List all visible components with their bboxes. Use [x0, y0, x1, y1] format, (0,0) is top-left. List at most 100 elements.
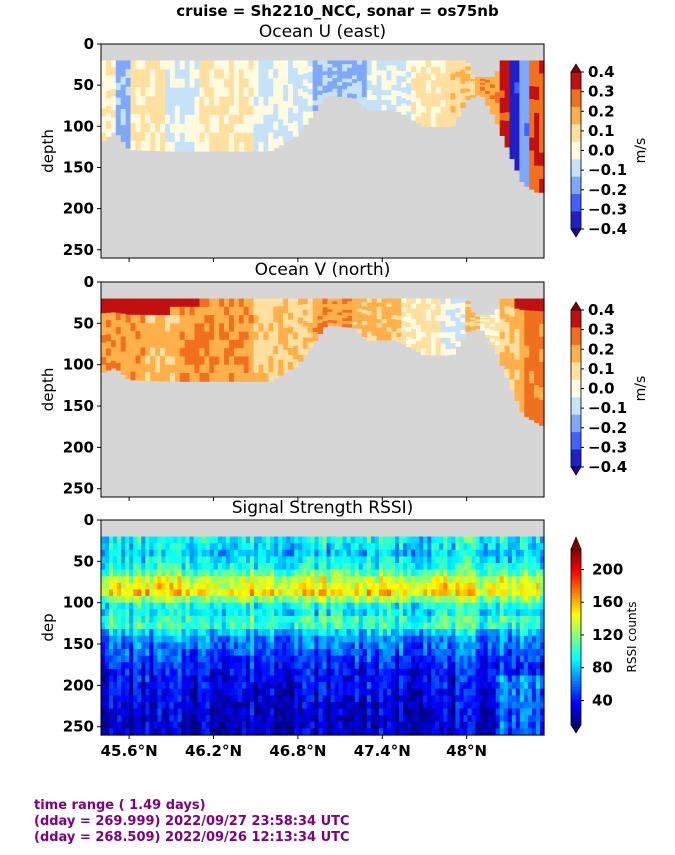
rssi-cell: [374, 596, 380, 604]
rssi-cell: [213, 655, 219, 663]
velocity-cell: [283, 342, 289, 351]
rssi-cell: [290, 635, 295, 643]
rssi-cell: [451, 708, 456, 716]
velocity-cell: [347, 298, 353, 302]
velocity-cell: [115, 341, 122, 350]
rssi-cell: [330, 569, 336, 577]
rssi-cell: [479, 563, 485, 571]
rssi-cell: [270, 543, 275, 551]
velocity-cell: [169, 306, 176, 316]
velocity-cell: [366, 99, 373, 106]
rssi-cell: [459, 576, 465, 584]
rssi-cell: [423, 635, 428, 643]
rssi-cell: [217, 649, 223, 657]
velocity-cell: [435, 99, 442, 108]
velocity-cell: [337, 317, 343, 322]
rssi-cell: [213, 629, 219, 637]
rssi-cell: [475, 682, 481, 690]
rssi-cell: [435, 609, 440, 617]
velocity-cell: [435, 332, 442, 339]
rssi-cell: [302, 602, 307, 610]
rssi-cell: [318, 642, 324, 650]
velocity-cell: [396, 307, 402, 312]
velocity-cell: [130, 104, 137, 115]
velocity-cell: [494, 86, 501, 93]
rssi-cell: [350, 682, 356, 690]
velocity-cell: [509, 325, 516, 336]
velocity-cell: [524, 310, 530, 323]
velocity-cell: [273, 361, 279, 371]
rssi-cell: [298, 682, 303, 690]
rssi-cell: [447, 721, 452, 729]
rssi-cell: [274, 629, 279, 637]
rssi-cell: [241, 649, 247, 657]
rssi-cell: [447, 642, 452, 650]
velocity-cell: [484, 88, 491, 92]
velocity-cell: [292, 298, 299, 306]
velocity-cell: [376, 90, 383, 96]
rssi-cell: [419, 556, 424, 564]
rssi-cell: [354, 682, 360, 690]
velocity-cell: [233, 339, 240, 349]
rssi-cell: [177, 695, 183, 703]
velocity-cell: [169, 331, 176, 341]
rssi-cell: [394, 635, 400, 643]
rssi-cell: [382, 543, 388, 551]
velocity-cell: [307, 332, 314, 339]
velocity-cell: [539, 387, 545, 401]
rssi-cell: [306, 549, 312, 557]
rssi-cell: [306, 642, 312, 650]
velocity-cell: [470, 322, 476, 326]
velocity-cell: [184, 315, 191, 324]
velocity-cell: [204, 315, 210, 324]
velocity-cell: [376, 306, 383, 312]
rssi-cell: [439, 615, 444, 624]
rssi-cell: [334, 582, 340, 591]
velocity-cell: [499, 311, 506, 320]
velocity-cell: [519, 400, 525, 413]
rssi-cell: [217, 629, 223, 637]
velocity-cell: [356, 325, 363, 330]
rssi-cell: [390, 589, 396, 597]
velocity-cell: [504, 112, 511, 122]
rssi-cell: [362, 701, 368, 710]
rssi-cell: [169, 563, 175, 571]
velocity-cell: [194, 87, 201, 98]
rssi-cell: [233, 596, 239, 604]
rssi-cell: [121, 602, 126, 610]
velocity-cell: [101, 349, 107, 358]
rssi-cell: [245, 556, 251, 564]
rssi-cell: [153, 695, 158, 703]
velocity-cell: [278, 119, 284, 129]
velocity-cell: [460, 314, 466, 319]
rssi-cell: [185, 728, 191, 736]
rssi-cell: [201, 582, 207, 591]
rssi-cell: [487, 576, 493, 584]
velocity-cell: [248, 60, 255, 71]
velocity-cell: [455, 312, 461, 319]
velocity-cell: [489, 76, 496, 82]
rssi-cell: [145, 543, 150, 551]
rssi-cell: [101, 615, 106, 624]
rssi-cell: [274, 563, 279, 571]
rssi-cell: [298, 668, 303, 677]
rssi-cell: [193, 721, 199, 729]
rssi-cell: [213, 715, 219, 723]
velocity-cell: [258, 306, 265, 316]
rssi-cell: [447, 582, 452, 591]
velocity-cell: [445, 106, 452, 114]
rssi-cell: [181, 642, 187, 650]
rssi-cell: [411, 649, 416, 657]
rssi-cell: [213, 622, 219, 630]
rssi-cell: [117, 602, 122, 610]
rssi-cell: [266, 629, 271, 637]
rssi-cell: [350, 675, 356, 683]
rssi-cell: [286, 622, 291, 630]
rssi-cell: [370, 721, 376, 729]
velocity-cell: [268, 314, 274, 324]
rssi-cell: [262, 536, 267, 544]
rssi-cell: [258, 701, 263, 710]
rssi-cell: [205, 569, 211, 577]
rssi-cell: [274, 609, 279, 617]
rssi-cell: [157, 642, 163, 650]
